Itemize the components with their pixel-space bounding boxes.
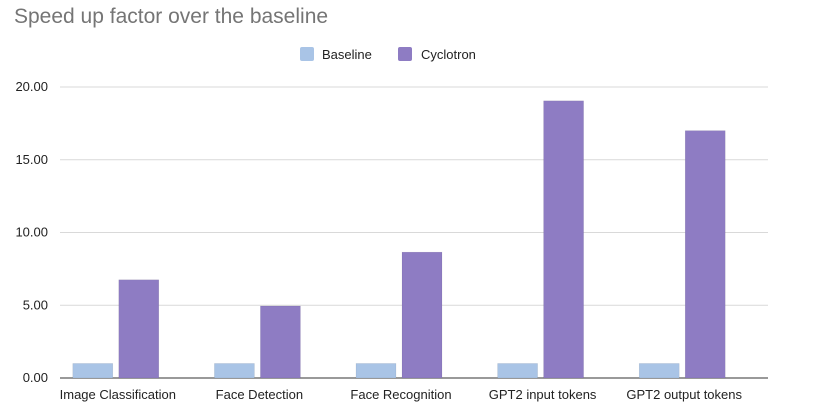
y-tick-label: 10.00	[15, 225, 48, 240]
bar-cyclotron-2	[401, 251, 443, 379]
x-category-label: Face Detection	[216, 387, 303, 402]
bar-baseline-1	[214, 363, 255, 379]
legend-label-baseline: Baseline	[322, 47, 372, 62]
y-tick-label: 0.00	[23, 370, 48, 385]
x-category-label: GPT2 input tokens	[489, 387, 597, 402]
legend: Baseline Cyclotron	[300, 47, 476, 62]
bar-cyclotron-1	[260, 305, 301, 379]
bar-cyclotron-0	[118, 279, 160, 379]
legend-swatch-baseline	[300, 47, 314, 61]
y-tick-label: 20.00	[15, 79, 48, 94]
bar-cyclotron-4	[684, 130, 726, 379]
bar-baseline-4	[638, 363, 680, 379]
chart-title: Speed up factor over the baseline	[14, 5, 329, 28]
bar-baseline-0	[72, 363, 114, 379]
legend-label-cyclotron: Cyclotron	[421, 47, 476, 62]
y-tick-label: 5.00	[23, 297, 48, 312]
bar-cyclotron-3	[543, 100, 584, 379]
x-category-label: Face Recognition	[350, 387, 451, 402]
legend-swatch-cyclotron	[398, 47, 412, 61]
x-axis-categories: Image Classification Face Detection Face R…	[60, 387, 743, 402]
x-category-label: GPT2 output tokens	[626, 387, 742, 402]
bar-baseline-2	[355, 363, 397, 379]
bars	[72, 100, 726, 379]
x-category-label: Image Classification	[60, 387, 176, 402]
y-tick-label: 15.00	[15, 152, 48, 167]
bar-baseline-3	[497, 363, 538, 379]
y-axis-ticks: 0.00 5.00 10.00 15.00 20.00	[15, 79, 48, 385]
